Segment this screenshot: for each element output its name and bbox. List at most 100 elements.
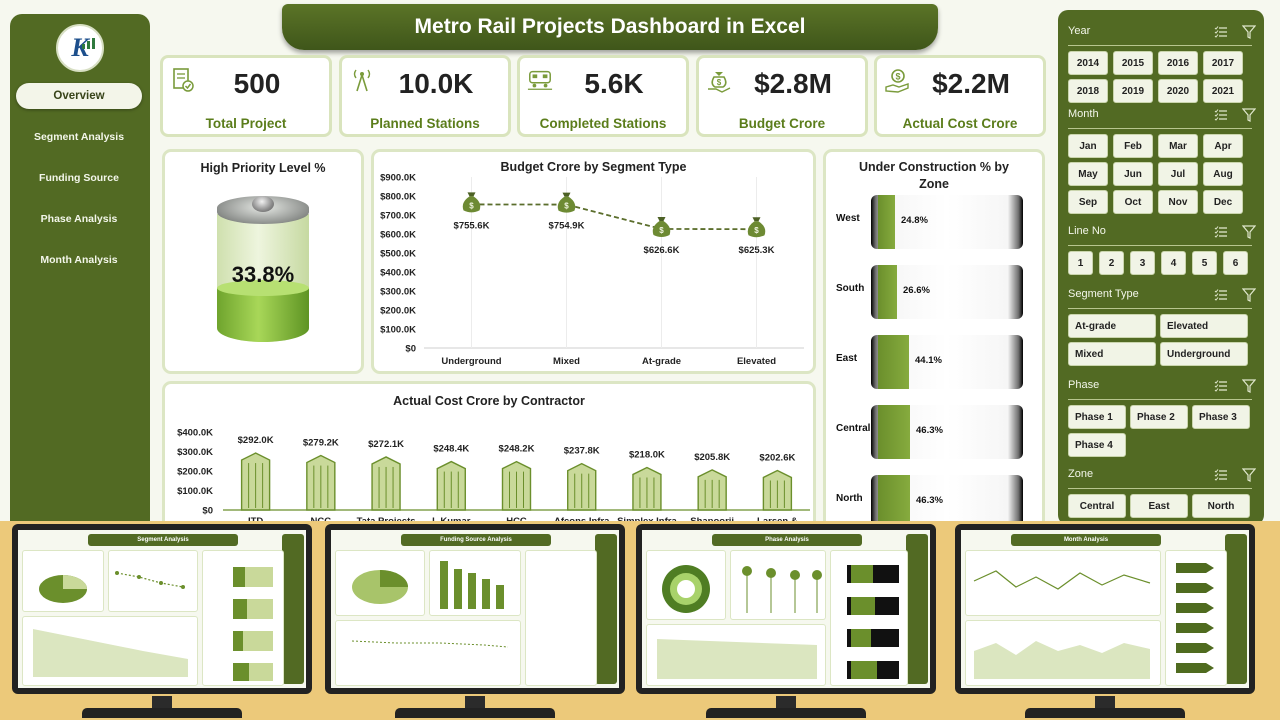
company-logo: K (56, 24, 104, 72)
slicer-item[interactable]: Mixed (1068, 342, 1156, 366)
slicer-item[interactable]: At-grade (1068, 314, 1156, 338)
y-tick-label: $100.0K (380, 325, 416, 336)
contractor-bar (632, 466, 662, 511)
zone-fill (878, 405, 910, 459)
slicer-item[interactable]: 2014 (1068, 51, 1108, 75)
slicer-item[interactable]: Elevated (1160, 314, 1248, 338)
kpi-label: Total Project (205, 116, 287, 131)
slicer-item[interactable]: Phase 1 (1068, 405, 1126, 429)
contractor-bar (567, 462, 597, 511)
slicer-item[interactable]: Jul (1158, 162, 1198, 186)
slicer-item[interactable]: 3 (1130, 251, 1155, 275)
kpi-label: Actual Cost Crore (902, 116, 1018, 131)
slicer-divider (1068, 308, 1252, 309)
slicer-item[interactable]: Jan (1068, 134, 1108, 158)
y-tick-label: $100.0K (177, 486, 213, 497)
nav-month-analysis[interactable]: Month Analysis (40, 254, 118, 266)
slicer-item[interactable]: Feb (1113, 134, 1153, 158)
slicer-item[interactable]: 2016 (1158, 51, 1198, 75)
slicer-item[interactable]: Underground (1160, 342, 1248, 366)
slicer-item[interactable]: May (1068, 162, 1108, 186)
preview-monitor-month[interactable]: Month Analysis (955, 524, 1255, 694)
slicer-item[interactable]: 1 (1068, 251, 1093, 275)
preview-area-card (965, 620, 1161, 686)
slicer-item[interactable]: Oct (1113, 190, 1153, 214)
slicer-item[interactable]: 5 (1192, 251, 1217, 275)
slicer-item[interactable]: East (1130, 494, 1188, 518)
zone-value: 24.8% (901, 215, 928, 226)
slicer-item[interactable]: 2021 (1203, 79, 1243, 103)
kpi-value: $2.2M (932, 68, 1010, 99)
slicer-item[interactable]: 2018 (1068, 79, 1108, 103)
data-label: $279.2K (303, 438, 339, 449)
slicer-item[interactable]: Mar (1158, 134, 1198, 158)
monitor-stand (1095, 696, 1115, 710)
multi-select-icon[interactable] (1214, 468, 1228, 482)
zone-value: 46.3% (916, 425, 943, 436)
monitor-stand (152, 696, 172, 710)
slicer-item[interactable]: Apr (1203, 134, 1243, 158)
slicer-item[interactable]: Phase 2 (1130, 405, 1188, 429)
preview-screen: Month Analysis (961, 530, 1249, 688)
y-tick-label: $900.0K (380, 173, 416, 184)
preview-area-card (22, 616, 198, 686)
preview-title: Segment Analysis (88, 534, 238, 546)
slicer-item[interactable]: Aug (1203, 162, 1243, 186)
y-tick-label: $500.0K (380, 249, 416, 260)
zone-label: South (836, 283, 865, 294)
slicer-item[interactable]: Jun (1113, 162, 1153, 186)
slicer-item[interactable]: Phase 3 (1192, 405, 1250, 429)
clear-filter-icon[interactable] (1242, 25, 1256, 39)
budget-chart-title: Budget Crore by Segment Type (500, 160, 687, 174)
slicer-item[interactable]: 2 (1099, 251, 1124, 275)
slicer-item[interactable]: 2019 (1113, 79, 1153, 103)
clear-filter-icon[interactable] (1242, 108, 1256, 122)
preview-monitor-segment[interactable]: Segment Analysis (12, 524, 312, 694)
slicer-item[interactable]: Phase 4 (1068, 433, 1126, 457)
nav-segment-analysis[interactable]: Segment Analysis (33, 131, 125, 143)
y-tick-label: $300.0K (177, 447, 213, 458)
slicer-item[interactable]: Dec (1203, 190, 1243, 214)
bag-symbol: $ (469, 201, 474, 210)
dashboard: K Overview Segment Analysis Funding Sour… (0, 0, 1280, 521)
nav-overview[interactable]: Overview (16, 83, 142, 109)
preview-monitor-funding[interactable]: Funding Source Analysis (325, 524, 625, 694)
preview-slicer (282, 534, 304, 684)
nav-funding-source[interactable]: Funding Source (39, 172, 119, 184)
multi-select-icon[interactable] (1214, 288, 1228, 302)
clear-filter-icon[interactable] (1242, 225, 1256, 239)
slicer-item[interactable]: 2015 (1113, 51, 1153, 75)
multi-select-icon[interactable] (1214, 225, 1228, 239)
zone-label: Central (836, 423, 871, 434)
slicer-header: Segment Type (1068, 285, 1256, 305)
bag-body (652, 220, 671, 237)
preview-pie-card (335, 550, 425, 616)
preview-bars-card (202, 550, 284, 686)
battery-fill-top (217, 280, 309, 296)
slicer-item[interactable]: 2017 (1203, 51, 1243, 75)
slicer-item[interactable]: Nov (1158, 190, 1198, 214)
multi-select-icon[interactable] (1214, 25, 1228, 39)
zone-label: East (836, 353, 858, 364)
clear-filter-icon[interactable] (1242, 468, 1256, 482)
multi-select-icon[interactable] (1214, 379, 1228, 393)
zone-row: East 44.1% (826, 335, 1042, 389)
slicer-item[interactable]: 6 (1223, 251, 1248, 275)
contractor-bar (697, 469, 727, 511)
contractor-bar (306, 454, 336, 511)
zone-chart-title: Under Construction % by Zone (858, 160, 1009, 191)
clear-filter-icon[interactable] (1242, 288, 1256, 302)
kpi-label: Planned Stations (370, 116, 480, 131)
nav-phase-analysis[interactable]: Phase Analysis (40, 213, 118, 225)
page-title: Metro Rail Projects Dashboard in Excel (414, 15, 806, 38)
slicer-item[interactable]: North (1192, 494, 1250, 518)
multi-select-icon[interactable] (1214, 108, 1228, 122)
preview-monitor-phase[interactable]: Phase Analysis (636, 524, 936, 694)
slicer-item[interactable]: Sep (1068, 190, 1108, 214)
zone-track: 24.8% (871, 195, 1023, 249)
clear-filter-icon[interactable] (1242, 379, 1256, 393)
high-priority-title: High Priority Level % (200, 161, 326, 175)
slicer-item[interactable]: 2020 (1158, 79, 1198, 103)
slicer-item[interactable]: Central (1068, 494, 1126, 518)
slicer-item[interactable]: 4 (1161, 251, 1186, 275)
